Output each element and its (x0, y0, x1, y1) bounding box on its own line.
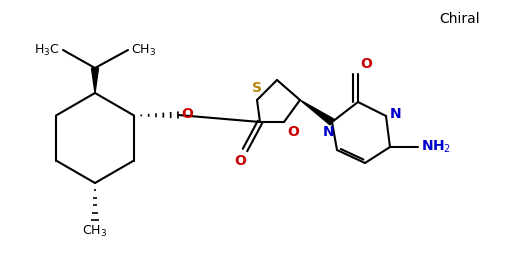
Polygon shape (92, 68, 98, 93)
Text: H$_3$C: H$_3$C (34, 43, 60, 57)
Text: N: N (323, 125, 335, 139)
Text: O: O (181, 107, 193, 121)
Text: S: S (252, 81, 262, 95)
Text: O: O (360, 57, 372, 71)
Text: Chiral: Chiral (440, 12, 480, 26)
Polygon shape (300, 100, 334, 125)
Text: CH$_3$: CH$_3$ (131, 43, 156, 57)
Text: CH$_3$: CH$_3$ (82, 224, 108, 239)
Text: O: O (234, 154, 246, 168)
Text: O: O (287, 125, 299, 139)
Text: NH$_2$: NH$_2$ (421, 139, 451, 155)
Text: N: N (390, 107, 401, 121)
